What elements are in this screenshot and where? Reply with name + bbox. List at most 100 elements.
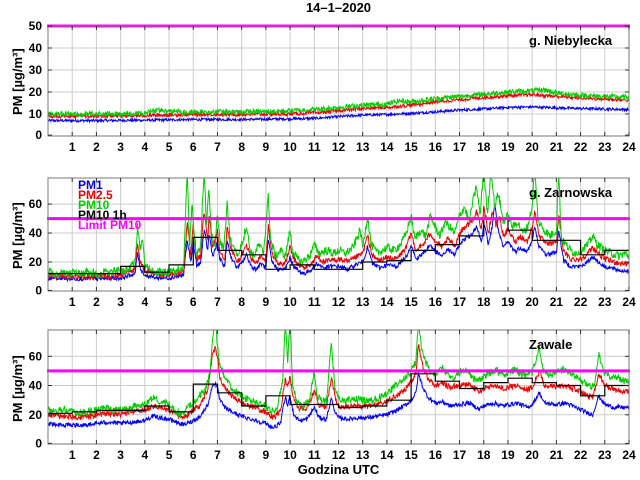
x-tick-label: 1 xyxy=(69,448,76,462)
y-tick-label: 0 xyxy=(35,128,42,142)
series-pm10-line xyxy=(47,86,630,118)
x-tick-label: 3 xyxy=(117,448,124,462)
x-tick-label: 17 xyxy=(453,295,467,309)
x-tick-label: 12 xyxy=(332,295,346,309)
x-tick-label: 4 xyxy=(141,295,148,309)
x-tick-label: 19 xyxy=(501,448,515,462)
y-tick-label: 40 xyxy=(29,226,43,240)
x-tick-label: 2 xyxy=(93,140,100,154)
legend-item-limit: Limit PM10 xyxy=(78,218,142,232)
legend-item-pm25: PM2.5 xyxy=(78,188,113,202)
y-tick-label: 30 xyxy=(29,63,43,77)
x-tick-label: 11 xyxy=(308,140,321,154)
chart-title: 14–1–2020 xyxy=(305,0,372,15)
series-pm1-line xyxy=(47,371,630,429)
x-tick-label: 21 xyxy=(550,448,564,462)
x-tick-label: 8 xyxy=(238,448,245,462)
y-axis-label-panel2: PM [µg/m³] xyxy=(10,202,25,269)
x-tick-label: 7 xyxy=(214,448,221,462)
x-tick-label: 16 xyxy=(429,295,443,309)
series-pm10-1h-step-line xyxy=(48,218,629,275)
y-tick-label: 40 xyxy=(29,379,43,393)
y-tick-label: 60 xyxy=(29,197,43,211)
y-tick-label: 40 xyxy=(29,41,43,55)
x-tick-label: 1 xyxy=(69,295,76,309)
x-tick-label: 17 xyxy=(453,140,467,154)
x-tick-label: 9 xyxy=(263,295,270,309)
x-tick-label: 5 xyxy=(166,140,173,154)
x-tick-label: 14 xyxy=(380,295,394,309)
y-tick-label: 0 xyxy=(35,436,42,450)
x-tick-label: 13 xyxy=(356,448,370,462)
x-tick-label: 22 xyxy=(574,295,588,309)
series-pm10-line xyxy=(47,329,630,418)
station-label-niebylecka: g. Niebylecka xyxy=(529,33,613,48)
x-tick-label: 6 xyxy=(190,140,197,154)
x-tick-label: 11 xyxy=(308,448,321,462)
legend-item-pm10: PM10 xyxy=(78,198,110,212)
x-tick-label: 12 xyxy=(332,140,346,154)
x-tick-label: 14 xyxy=(380,140,394,154)
legend-item-pm1: PM1 xyxy=(78,178,103,192)
x-tick-label: 23 xyxy=(598,295,612,309)
x-tick-label: 11 xyxy=(308,295,321,309)
y-axis-label-panel1: PM [µg/m³] xyxy=(10,48,25,115)
x-axis-label: Godzina UTC xyxy=(297,462,380,477)
x-tick-label: 15 xyxy=(404,140,418,154)
x-tick-label: 2 xyxy=(93,448,100,462)
x-tick-label: 5 xyxy=(166,295,173,309)
y-tick-label: 60 xyxy=(29,349,43,363)
y-tick-label: 10 xyxy=(29,107,43,121)
series-pm1-line xyxy=(47,104,630,124)
x-tick-label: 16 xyxy=(429,448,443,462)
x-tick-label: 10 xyxy=(283,448,297,462)
x-tick-label: 19 xyxy=(501,295,515,309)
y-axis-label-panel3: PM [µg/m³] xyxy=(10,355,25,422)
y-tick-label: 20 xyxy=(29,85,43,99)
x-tick-label: 10 xyxy=(283,140,297,154)
y-tick-label: 20 xyxy=(29,255,43,269)
x-tick-label: 14 xyxy=(380,448,394,462)
x-tick-label: 6 xyxy=(190,448,197,462)
series-pm25-line xyxy=(47,91,630,120)
x-tick-label: 4 xyxy=(141,448,148,462)
x-tick-label: 3 xyxy=(117,295,124,309)
x-tick-label: 16 xyxy=(429,140,443,154)
x-tick-label: 18 xyxy=(477,448,491,462)
x-tick-label: 5 xyxy=(166,448,173,462)
x-tick-label: 8 xyxy=(238,295,245,309)
x-tick-label: 24 xyxy=(622,140,636,154)
x-tick-label: 7 xyxy=(214,295,221,309)
x-tick-label: 9 xyxy=(263,140,270,154)
station-label-zarnowska: g. Zarnowska xyxy=(529,185,613,200)
series-pm10-1h-step-line xyxy=(48,373,629,414)
y-tick-label: 50 xyxy=(29,19,43,33)
x-tick-label: 22 xyxy=(574,448,588,462)
series-pm25-line xyxy=(47,344,630,421)
x-tick-label: 13 xyxy=(356,295,370,309)
y-tick-label: 20 xyxy=(29,408,43,422)
x-tick-label: 21 xyxy=(550,295,564,309)
x-tick-label: 20 xyxy=(525,448,539,462)
x-tick-label: 7 xyxy=(214,140,221,154)
x-tick-label: 6 xyxy=(190,295,197,309)
x-tick-label: 19 xyxy=(501,140,515,154)
legend-item-pm10-1h: PM10 1h xyxy=(78,208,127,222)
station-label-zawale: Zawale xyxy=(529,337,573,352)
x-tick-label: 18 xyxy=(477,295,491,309)
x-tick-label: 3 xyxy=(117,140,124,154)
x-tick-label: 23 xyxy=(598,448,612,462)
x-tick-label: 15 xyxy=(404,448,418,462)
x-tick-label: 4 xyxy=(141,140,148,154)
x-tick-label: 10 xyxy=(283,295,297,309)
x-tick-label: 20 xyxy=(525,295,539,309)
x-tick-label: 17 xyxy=(453,448,467,462)
x-tick-label: 13 xyxy=(356,140,370,154)
y-tick-label: 0 xyxy=(35,283,42,297)
x-tick-label: 18 xyxy=(477,140,491,154)
x-tick-label: 20 xyxy=(525,140,539,154)
x-tick-label: 1 xyxy=(69,140,76,154)
x-tick-label: 2 xyxy=(93,295,100,309)
